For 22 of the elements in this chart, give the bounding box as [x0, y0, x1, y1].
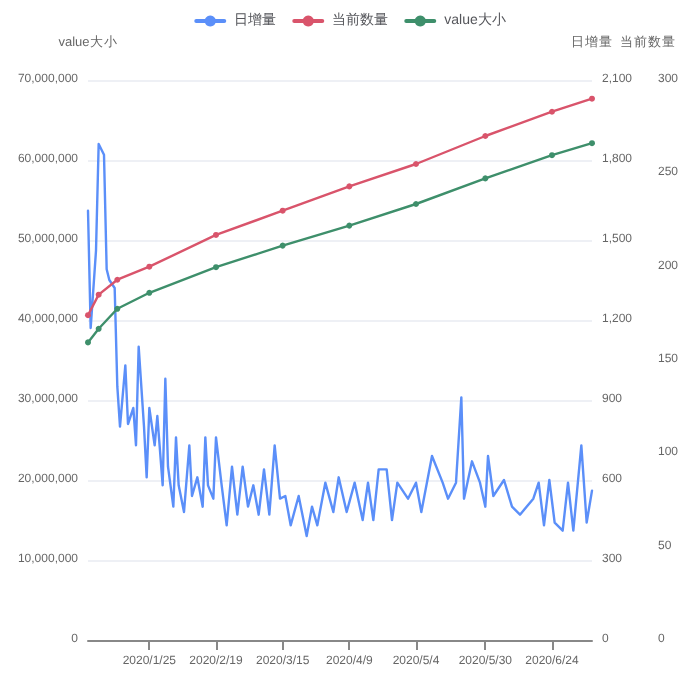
- point: [346, 222, 353, 229]
- point: [346, 183, 353, 190]
- point: [589, 140, 595, 147]
- point: [146, 289, 153, 296]
- point: [114, 305, 121, 312]
- point: [146, 263, 153, 270]
- point: [114, 276, 121, 283]
- point: [482, 175, 489, 182]
- point: [549, 152, 555, 159]
- point: [482, 133, 489, 139]
- point: [589, 95, 595, 102]
- point: [85, 339, 91, 346]
- point: [549, 108, 555, 115]
- line-series: [86, 142, 594, 538]
- point: [95, 291, 102, 298]
- point: [95, 325, 102, 332]
- point: [279, 207, 286, 214]
- line-series: [85, 95, 595, 319]
- point: [279, 242, 286, 249]
- point: [85, 312, 91, 319]
- line-series: [85, 140, 595, 346]
- point: [213, 264, 219, 271]
